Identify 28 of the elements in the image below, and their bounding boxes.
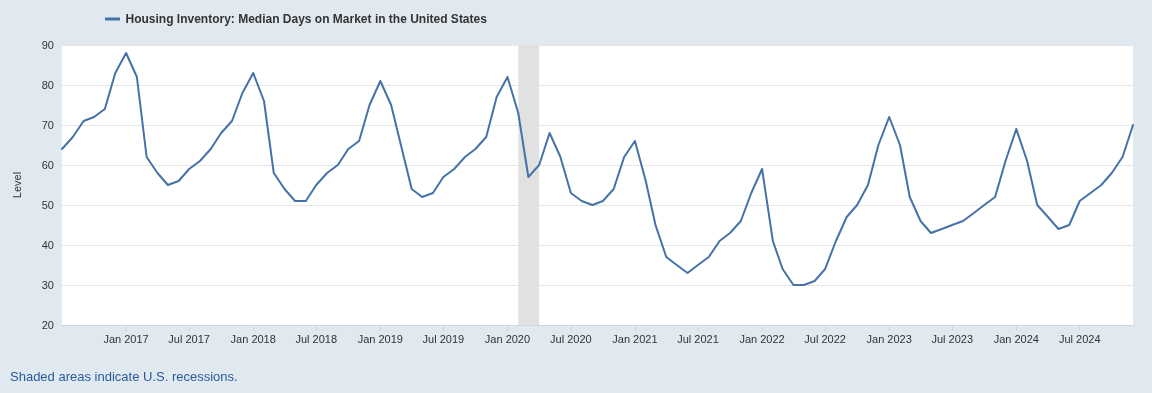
y-tick-label: 70 [41, 119, 54, 131]
x-tick-label: Jul 2024 [1058, 332, 1101, 345]
x-tick-label: Jul 2021 [677, 332, 719, 345]
x-tick-label: Jan 2022 [739, 332, 785, 345]
x-tick-label: Jan 2021 [612, 332, 658, 345]
x-tick-label: Jan 2023 [866, 332, 912, 345]
text: Shaded areas indicate U.S. recessions. [10, 369, 238, 384]
y-tick-label: 60 [41, 159, 54, 171]
y-tick-label: 40 [41, 239, 54, 251]
x-tick-label: Jul 2019 [422, 332, 465, 345]
x-tick-label: Jul 2018 [295, 332, 338, 345]
y-tick-label: 30 [41, 279, 54, 291]
legend-label: Housing Inventory: Median Days on Market in the United States [125, 12, 488, 26]
x-tick-label: Jul 2020 [550, 332, 592, 345]
x-tick-label: Jul 2017 [168, 332, 210, 345]
y-tick-label: 20 [41, 319, 54, 331]
line-series [61, 52, 1134, 286]
x-tick-label: Jan 2018 [230, 332, 276, 345]
x-tick-label: Jan 2024 [993, 332, 1039, 345]
x-tick-label: Jan 2019 [357, 332, 403, 345]
x-tick-label: Jul 2023 [931, 332, 974, 345]
y-axis-title: Level [10, 171, 23, 199]
x-tick-label: Jul 2022 [804, 332, 846, 345]
y-tick-label: 90 [41, 39, 54, 51]
y-tick-label: 80 [41, 79, 54, 91]
x-tick-label: Jan 2020 [484, 332, 531, 345]
x-tick-label: Jan 2017 [103, 332, 149, 345]
y-tick-label: 50 [41, 199, 54, 211]
